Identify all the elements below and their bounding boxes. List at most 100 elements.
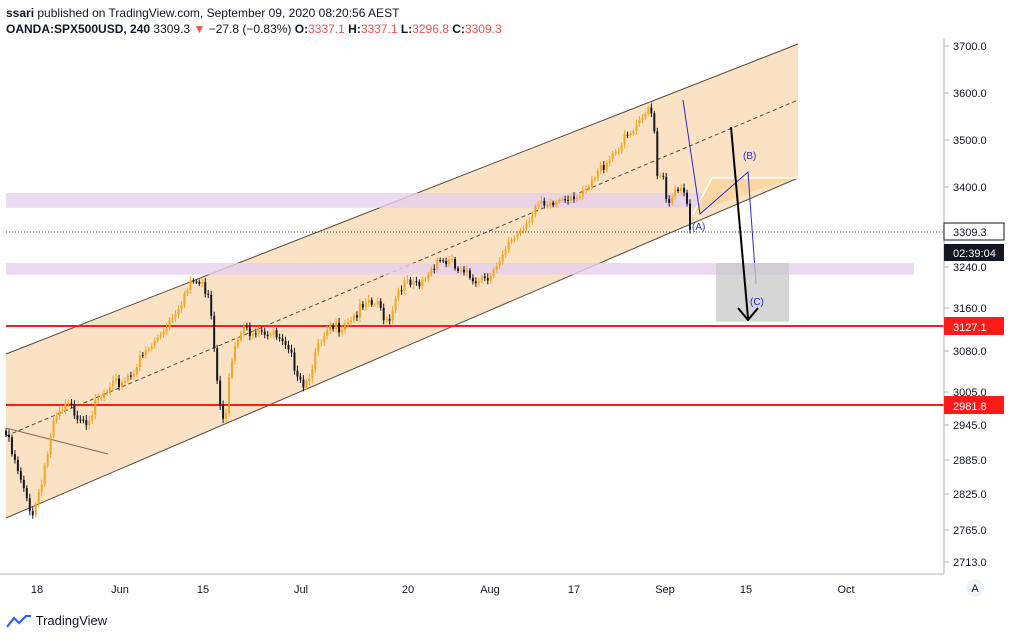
candle-body [73, 404, 76, 416]
candle-body [448, 259, 451, 265]
candle-body [394, 298, 397, 311]
candle-body [183, 293, 186, 306]
candle-body [120, 382, 123, 388]
candle-body [510, 239, 513, 242]
candle-body [76, 415, 79, 420]
candle-body [19, 470, 22, 480]
candle-body [7, 434, 10, 438]
y-tick-label: 3600.0 [953, 88, 987, 100]
candle-body [379, 301, 382, 308]
candle-body [320, 342, 323, 344]
price-chart[interactable]: (A)(B)(C) 3700.03600.03500.03400.03300.0… [0, 0, 1015, 605]
support-zone[interactable] [6, 262, 914, 275]
auto-scale-button[interactable] [966, 579, 984, 597]
candle-body [156, 337, 159, 341]
candle-body [391, 310, 394, 321]
candle-body [593, 178, 596, 180]
candle-body [40, 484, 43, 493]
price-axis[interactable]: 3700.03600.03500.03400.03300.03240.03160… [943, 38, 1015, 605]
candle-body [150, 345, 153, 350]
candle-body [662, 175, 665, 177]
candle-body [85, 420, 88, 426]
candle-body [195, 281, 198, 283]
y-tick-label: 2885.0 [953, 455, 987, 467]
candle-body [210, 294, 213, 316]
candle-body [177, 309, 180, 315]
low-value: 3296.8 [412, 22, 449, 36]
channel-lower-line[interactable] [5, 177, 799, 519]
candle-body [659, 175, 662, 177]
close-value: 3309.3 [464, 22, 502, 36]
candle-body [329, 325, 332, 331]
candle-body [174, 314, 177, 318]
candle-body [492, 269, 495, 277]
candle-body [632, 131, 635, 134]
x-tick-label: Jun [111, 584, 129, 596]
level-label-1-bg [944, 317, 1004, 335]
candle-body [123, 380, 126, 383]
candle-body [64, 403, 67, 411]
tradingview-logo-icon [6, 614, 31, 628]
target-box[interactable] [716, 262, 789, 322]
horizontal-levels[interactable] [6, 231, 944, 406]
candle-body [34, 504, 37, 516]
candle-body [341, 329, 344, 333]
candle-body [109, 386, 112, 393]
candle-body [617, 151, 620, 153]
candle-body [186, 290, 189, 294]
candle-body [602, 165, 605, 170]
candle-body [100, 397, 103, 399]
candle-body [335, 322, 338, 329]
candle-body [141, 354, 144, 356]
candle-body [462, 269, 465, 273]
resistance-zone[interactable] [6, 192, 716, 208]
candle-body [638, 120, 641, 124]
candle-body [516, 233, 519, 239]
candle-body [91, 415, 94, 421]
candle-body [103, 393, 106, 398]
candle-body [88, 420, 91, 426]
symbol-name[interactable]: OANDA:SPX500USD, 240 [6, 22, 151, 36]
publisher-name[interactable]: ssari [6, 6, 35, 20]
candle-body [486, 278, 489, 281]
candle-body [284, 341, 287, 346]
candle-body [272, 330, 275, 335]
candle-body [153, 340, 156, 346]
candle-body [326, 330, 329, 336]
time-axis[interactable]: 18 Jun 15 Jul 20 Aug 17 Sep 15 Oct A [0, 573, 984, 597]
triangle-outline[interactable] [692, 177, 798, 215]
candle-body [308, 378, 311, 381]
published-text: published on TradingView.com, September … [37, 6, 400, 20]
candle-body [483, 276, 486, 279]
y-tick-label: 2765.0 [953, 525, 987, 537]
last-price: 3309.3 [153, 22, 191, 36]
projection-arrow[interactable] [730, 126, 749, 319]
candle-body [305, 380, 308, 388]
candle-body [498, 261, 501, 267]
candle-body [361, 303, 364, 308]
trend-line[interactable] [5, 427, 109, 455]
candle-body [231, 360, 234, 378]
candle-body [43, 465, 46, 485]
candle-body [620, 144, 623, 152]
candle-body [474, 281, 477, 284]
wave-drawings[interactable]: (A) (B) (C) [682, 99, 798, 322]
candle-body [501, 254, 504, 262]
candle-body [680, 187, 683, 192]
candle-body [388, 318, 391, 321]
x-tick-label: Aug [480, 584, 500, 596]
candle-body [686, 192, 689, 204]
parallel-channel[interactable] [5, 43, 799, 519]
symbol-info: OANDA:SPX500USD, 240 3309.3 ▼ −27.8 (−0.… [6, 22, 502, 36]
arrow-head-icon [737, 307, 759, 322]
elliott-wave-line[interactable] [682, 99, 757, 285]
candle-body [106, 392, 109, 394]
candle-body [275, 330, 278, 338]
candle-body [436, 260, 439, 270]
footer-brand[interactable]: TradingView [6, 612, 107, 632]
candle-body [608, 159, 611, 164]
auto-scale-label: A [971, 583, 979, 595]
triangle-pattern[interactable] [693, 178, 798, 214]
chart-header: ssari published on TradingView.com, Sept… [0, 0, 1015, 42]
candles [5, 103, 691, 519]
